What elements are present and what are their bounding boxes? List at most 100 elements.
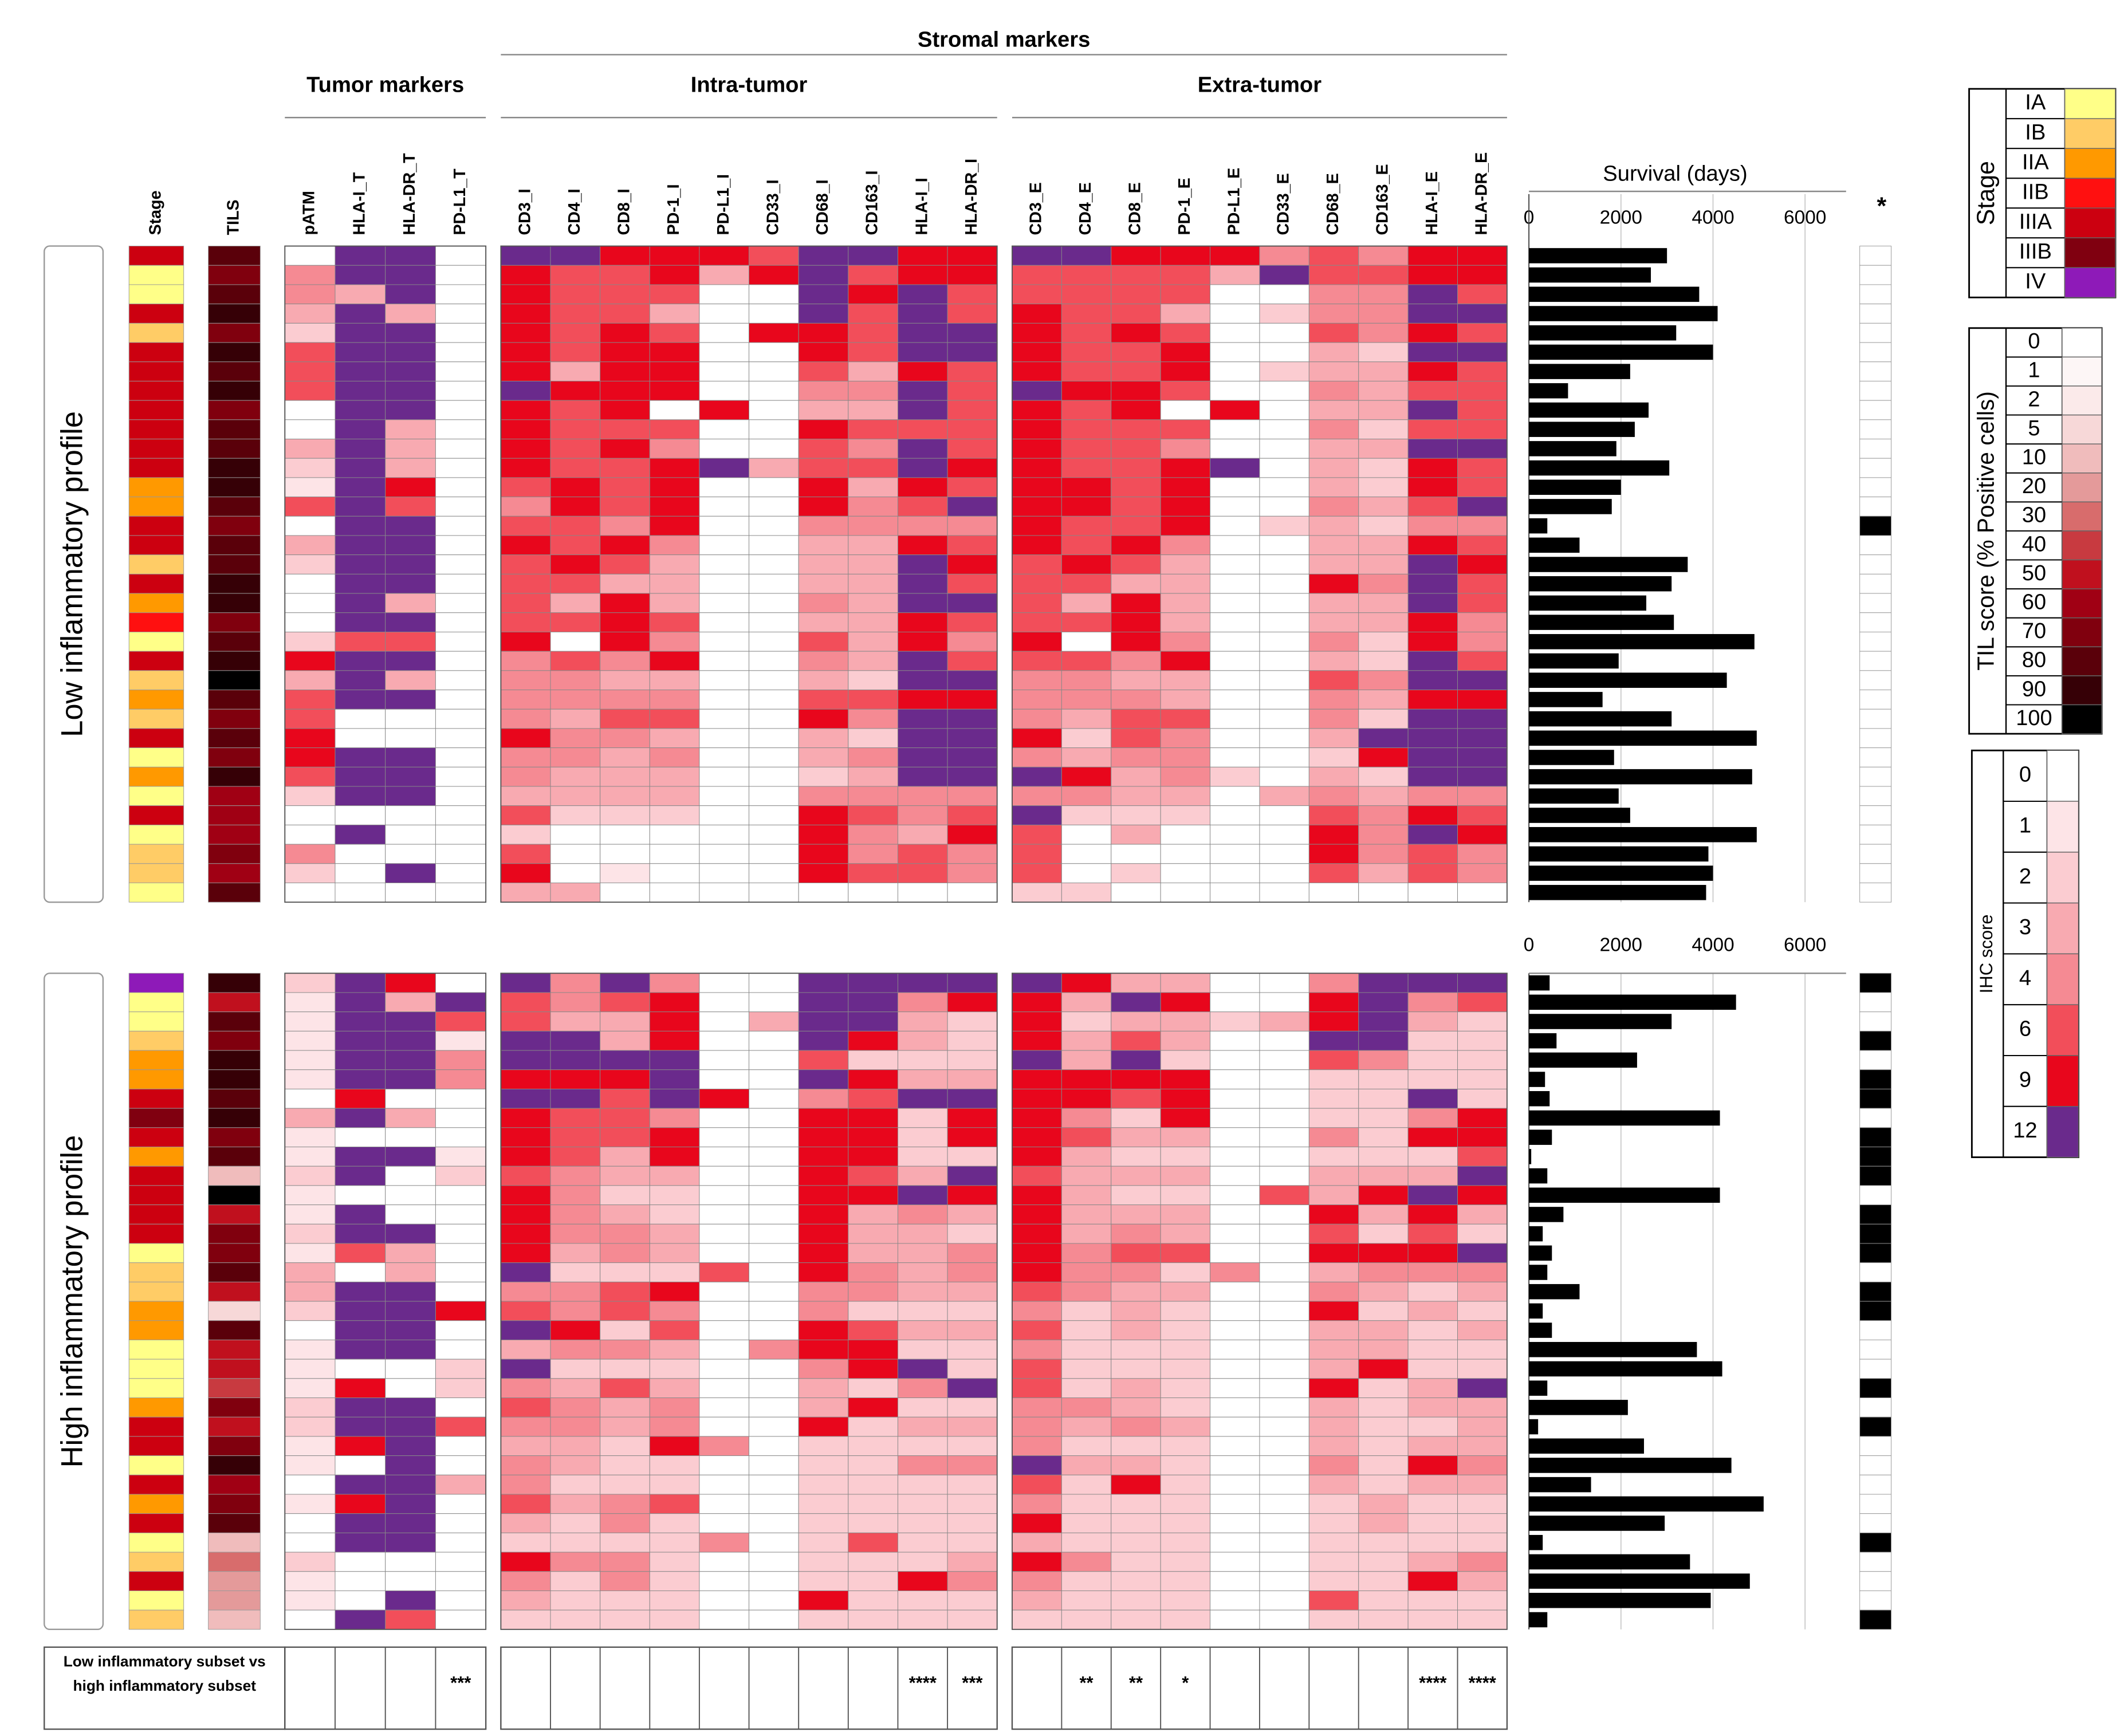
ihc-cell — [798, 265, 849, 285]
ihc-cell — [1061, 1069, 1112, 1089]
ihc-cell — [1061, 1262, 1112, 1282]
ihc-cell — [749, 1011, 799, 1032]
ihc-cell — [435, 1281, 486, 1302]
ihc-cell — [947, 1108, 998, 1128]
ihc-cell — [798, 651, 849, 671]
ihc-cell — [1407, 1359, 1458, 1379]
ihc-cell — [749, 844, 799, 864]
ihc-cell — [435, 1050, 486, 1070]
ihc-cell — [550, 1281, 601, 1302]
star-cell — [1859, 1147, 1892, 1167]
ihc-cell — [798, 844, 849, 864]
ihc-cell — [699, 361, 750, 381]
survival-bar — [1529, 615, 1674, 630]
ihc-cell — [1457, 863, 1508, 883]
ihc-cell — [1358, 1494, 1409, 1514]
ihc-cell — [600, 1301, 650, 1321]
group-box — [44, 973, 104, 1631]
til-cell — [208, 1185, 261, 1206]
ihc-cell — [848, 535, 898, 556]
ihc-cell — [798, 573, 849, 594]
til-cell — [208, 1166, 261, 1186]
column-label: PD-L1_E — [1225, 168, 1243, 235]
ihc-cell — [1308, 1590, 1359, 1611]
ihc-cell — [335, 1416, 386, 1437]
ihc-cell — [550, 1050, 601, 1070]
survival-bar — [1529, 1014, 1672, 1029]
stage-cell — [128, 304, 184, 324]
ihc-cell — [1061, 265, 1112, 285]
til-cell — [208, 439, 261, 459]
ihc-cell — [897, 1281, 948, 1302]
ihc-cell — [500, 1281, 551, 1302]
ihc-cell — [435, 708, 486, 729]
ihc-cell — [947, 1571, 998, 1591]
ihc-cell — [1308, 1609, 1359, 1630]
ihc-cell — [1111, 342, 1161, 363]
ihc-cell — [1012, 458, 1062, 478]
ihc-cell — [1061, 535, 1112, 556]
ihc-cell — [1111, 246, 1161, 266]
ihc-cell — [1111, 992, 1161, 1013]
ihc-cell — [335, 863, 386, 883]
ihc-cell — [1061, 419, 1112, 440]
ihc-cell — [600, 1069, 650, 1089]
ihc-cell — [1210, 670, 1260, 691]
legend-swatch — [2064, 118, 2116, 149]
ihc-cell — [1358, 1609, 1409, 1630]
ihc-cell — [1061, 1339, 1112, 1360]
ihc-cell — [550, 1147, 601, 1167]
ihc-cell — [435, 1339, 486, 1360]
ihc-cell — [600, 361, 650, 381]
ihc-cell — [1160, 1030, 1211, 1051]
legend-title: IHC score — [1976, 914, 1996, 993]
star-cell — [1859, 786, 1892, 806]
ihc-cell — [897, 1474, 948, 1495]
ihc-cell — [500, 1030, 551, 1051]
ihc-cell — [1358, 284, 1409, 305]
star-cell — [1859, 992, 1892, 1013]
legend-label: IA — [2025, 90, 2046, 115]
ihc-cell — [897, 1398, 948, 1418]
ihc-cell — [335, 1262, 386, 1282]
ihc-cell — [1407, 1552, 1458, 1572]
ihc-cell — [699, 380, 750, 401]
ihc-cell — [1358, 304, 1409, 324]
ihc-cell — [947, 1609, 998, 1630]
ihc-cell — [947, 992, 998, 1013]
ihc-cell — [848, 1552, 898, 1572]
ihc-cell — [1308, 593, 1359, 613]
ihc-cell — [1012, 1398, 1062, 1418]
ihc-cell — [335, 973, 386, 993]
ihc-cell — [1358, 554, 1409, 574]
ihc-cell — [798, 1185, 849, 1206]
ihc-cell — [1407, 1571, 1458, 1591]
ihc-cell — [649, 1339, 700, 1360]
ihc-cell — [1111, 1281, 1161, 1302]
ihc-cell — [848, 1108, 898, 1128]
ihc-cell — [1012, 497, 1062, 517]
ihc-cell — [1407, 1513, 1458, 1533]
ihc-cell — [500, 1494, 551, 1514]
ihc-cell — [848, 1436, 898, 1456]
stage-cell — [128, 1262, 184, 1282]
legend-label: 80 — [2022, 648, 2046, 672]
ihc-cell — [699, 497, 750, 517]
ihc-cell — [335, 554, 386, 574]
ihc-cell — [1358, 361, 1409, 381]
ihc-cell — [1358, 992, 1409, 1013]
ihc-cell — [699, 246, 750, 266]
ihc-cell — [1407, 1281, 1458, 1302]
star-cell — [1859, 863, 1892, 883]
ihc-cell — [947, 400, 998, 420]
ihc-cell — [798, 766, 849, 787]
ihc-cell — [1308, 1281, 1359, 1302]
ihc-cell — [947, 322, 998, 343]
ihc-cell — [798, 1339, 849, 1360]
ihc-cell — [284, 477, 336, 498]
ihc-cell — [1160, 651, 1211, 671]
legend-label: IIA — [2022, 149, 2049, 174]
ihc-cell — [699, 1127, 750, 1147]
legend-swatch — [2046, 953, 2079, 1005]
column-label: CD163_E — [1373, 164, 1391, 235]
